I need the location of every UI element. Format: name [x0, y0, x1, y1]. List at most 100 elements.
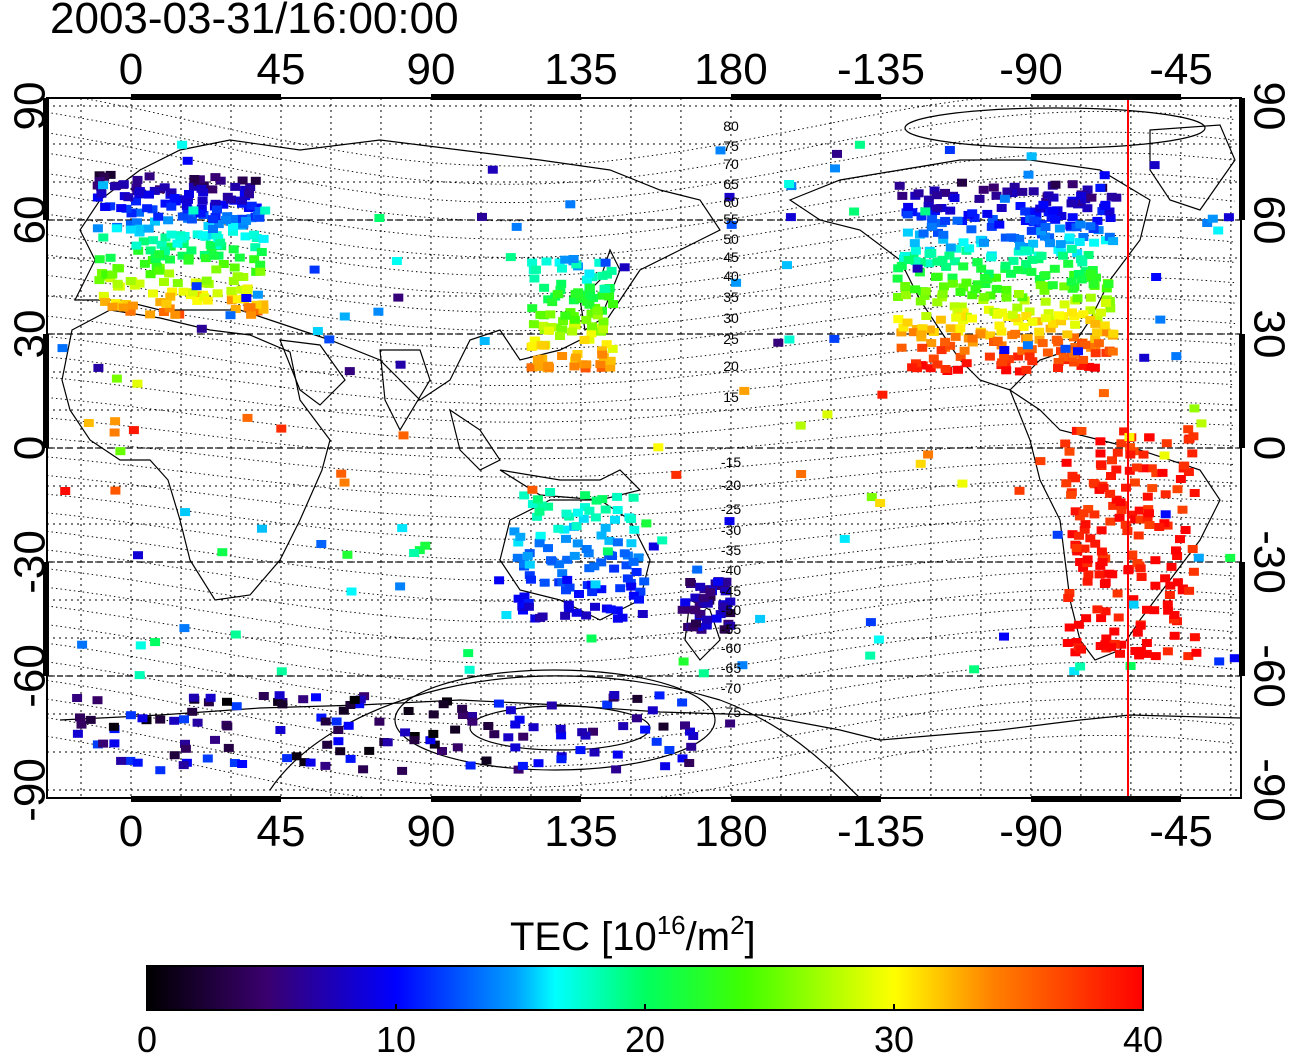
tec-cell: [208, 225, 218, 233]
tec-cell: [952, 307, 963, 316]
tec-cell: [575, 294, 586, 303]
tec-cell: [564, 583, 575, 592]
tec-cell: [945, 243, 956, 252]
tec-cell: [1130, 515, 1141, 524]
tec-cell: [586, 329, 597, 338]
left-latitude-ticks: 90 60 30 0 -30 -60 -90: [6, 82, 55, 822]
tec-cell: [1107, 456, 1117, 465]
tec-cell: [979, 274, 990, 282]
tec-cell: [724, 517, 735, 526]
tec-cell: [1085, 269, 1096, 278]
tec-cell: [557, 325, 568, 334]
contour-label: 40: [723, 268, 739, 284]
tec-cell: [1022, 341, 1033, 350]
tec-cell: [251, 300, 262, 309]
tec-cell: [932, 204, 943, 213]
tec-cell: [1132, 628, 1143, 637]
tec-cell: [996, 341, 1007, 350]
tec-cell: [333, 737, 344, 746]
tec-cell: [514, 715, 525, 724]
tec-cell: [180, 739, 190, 748]
tec-cell: [1023, 170, 1034, 179]
tec-cell: [1120, 520, 1131, 529]
tec-cell: [551, 323, 562, 332]
tec-cell: [1086, 193, 1097, 202]
tec-cell: [1064, 589, 1075, 597]
tec-cell: [72, 694, 83, 702]
tec-cell: [560, 311, 571, 320]
tec-cell: [969, 213, 980, 222]
tec-cell: [619, 263, 630, 272]
tec-cell: [1036, 227, 1047, 236]
tec-cell: [382, 738, 393, 747]
tec-cell: [144, 172, 155, 181]
contour-label: -35: [721, 542, 741, 558]
tec-cell: [570, 353, 581, 362]
tec-cell: [1014, 235, 1025, 243]
tec-cell: [1085, 293, 1096, 302]
tec-cell: [731, 278, 742, 287]
tec-cell: [1042, 282, 1053, 290]
left-lat-tick: 60: [6, 196, 55, 245]
top-lon-tick: 90: [407, 45, 456, 94]
tec-cell: [967, 334, 978, 343]
tec-cell: [600, 523, 611, 532]
tec-cell: [505, 706, 516, 715]
tec-cell: [987, 215, 998, 223]
tec-cell: [1078, 355, 1089, 364]
tec-cell: [1012, 303, 1023, 312]
tec-cell: [538, 321, 549, 330]
tec-cell: [134, 187, 145, 196]
tec-cell: [105, 170, 116, 179]
tec-cell: [241, 294, 252, 302]
tec-cell: [634, 595, 644, 604]
tec-cell: [915, 459, 926, 468]
tec-cell: [1106, 643, 1117, 652]
tec-cell: [596, 585, 607, 594]
tec-cell: [169, 751, 180, 760]
tec-cell: [1092, 216, 1103, 225]
tec-cell: [784, 335, 795, 344]
tec-cell: [865, 618, 876, 627]
tec-cell: [236, 196, 247, 205]
tec-cell: [959, 346, 970, 355]
tec-cell: [156, 240, 167, 249]
tec-cell: [489, 730, 500, 739]
tec-cell: [1169, 631, 1180, 640]
tec-cell: [902, 228, 913, 237]
tec-cell: [1021, 312, 1032, 320]
tec-cell: [570, 321, 581, 330]
tec-cell: [510, 743, 521, 752]
tec-cell: [1037, 339, 1048, 348]
tec-cell: [96, 189, 107, 198]
tec-cell: [527, 485, 538, 494]
tec-cell: [1050, 215, 1061, 224]
tec-cell: [684, 759, 695, 767]
tec-cell: [212, 289, 223, 298]
tec-cell: [409, 736, 420, 745]
tec-cell: [228, 227, 238, 236]
tec-cell: [1088, 280, 1099, 289]
tec-cell: [1028, 239, 1039, 248]
contour-label: -45: [721, 583, 741, 599]
tec-cell: [1107, 347, 1118, 356]
top-lon-tick: 180: [694, 45, 767, 94]
tec-cell: [556, 279, 567, 288]
tec-cell: [148, 236, 159, 245]
tec-cell: [926, 249, 937, 257]
tec-cell: [72, 729, 83, 738]
tec-cell: [145, 246, 156, 255]
tec-cell: [191, 282, 202, 291]
tec-cell: [653, 443, 664, 452]
tec-cell: [608, 300, 619, 309]
tec-cell: [958, 238, 969, 247]
tec-cell: [1109, 627, 1120, 636]
left-lat-tick: 90: [6, 82, 55, 131]
tec-cell: [1085, 306, 1096, 315]
tec-cell: [1001, 293, 1012, 302]
tec-cell: [254, 213, 265, 222]
contour-label: -40: [721, 562, 741, 578]
tec-cell: [1214, 657, 1225, 666]
tec-cell: [493, 699, 504, 708]
